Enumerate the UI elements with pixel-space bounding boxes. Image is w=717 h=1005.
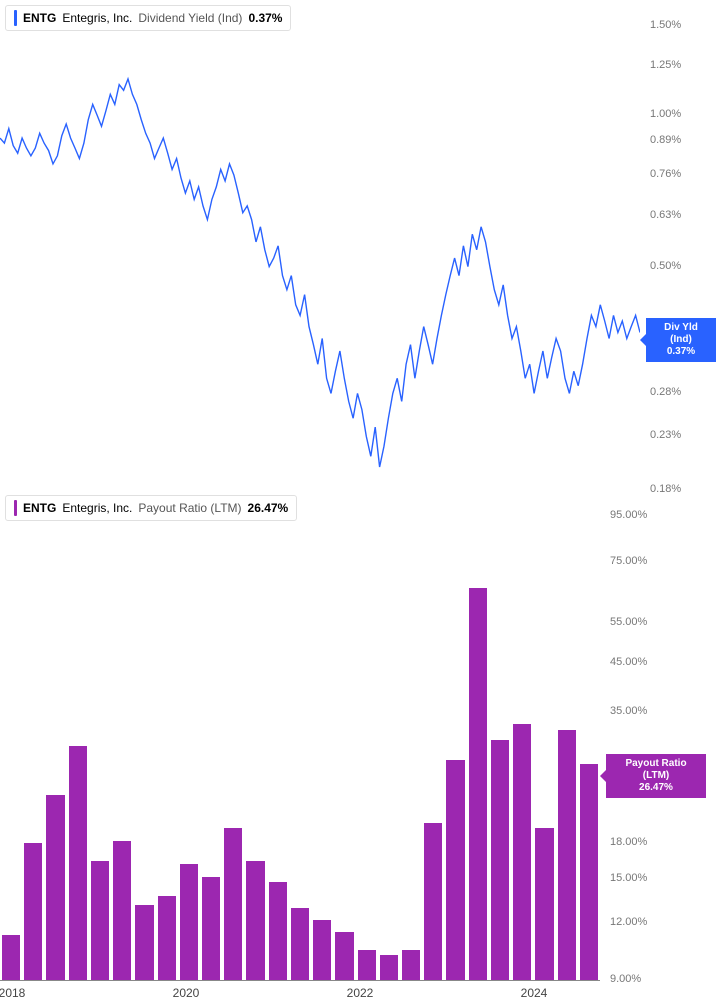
chart2-bar <box>246 861 264 980</box>
chart1-y-tick: 1.25% <box>650 59 681 71</box>
chart2-bar <box>402 950 420 980</box>
chart2-value: 26.47% <box>248 501 289 515</box>
chart1-indicator: Div Yld (Ind) 0.37% <box>646 318 716 362</box>
chart2-bar <box>558 730 576 980</box>
chart1-plot <box>0 0 640 490</box>
chart2-x-axis-line <box>0 980 600 981</box>
chart1-y-tick: 1.00% <box>650 108 681 120</box>
chart2-bar <box>335 932 353 980</box>
dividend-yield-chart: ENTG Entegris, Inc. Dividend Yield (Ind)… <box>0 0 717 490</box>
chart2-indicator-label: Payout Ratio (LTM) <box>614 758 698 782</box>
chart1-legend-bar <box>14 10 17 26</box>
chart2-bar <box>224 828 242 980</box>
chart2-metric: Payout Ratio (LTM) <box>138 501 241 515</box>
chart1-value: 0.37% <box>248 11 282 25</box>
chart1-y-tick: 0.76% <box>650 168 681 180</box>
chart1-y-tick: 1.50% <box>650 19 681 31</box>
chart2-bar <box>135 905 153 980</box>
chart2-y-tick: 9.00% <box>610 973 641 985</box>
chart2-bar <box>580 764 598 980</box>
chart1-y-tick: 0.28% <box>650 386 681 398</box>
chart2-x-tick: 2024 <box>521 986 548 1000</box>
chart2-bar <box>358 950 376 980</box>
chart2-bar <box>113 841 131 980</box>
chart2-y-tick: 12.00% <box>610 916 647 928</box>
chart2-y-tick: 55.00% <box>610 616 647 628</box>
chart2-y-tick: 95.00% <box>610 509 647 521</box>
chart2-bar <box>158 896 176 980</box>
chart2-legend: ENTG Entegris, Inc. Payout Ratio (LTM) 2… <box>5 495 297 521</box>
chart1-metric: Dividend Yield (Ind) <box>138 11 242 25</box>
chart2-bar <box>202 877 220 980</box>
chart2-bar <box>91 861 109 980</box>
chart1-indicator-label: Div Yld (Ind) <box>654 322 708 346</box>
chart1-legend: ENTG Entegris, Inc. Dividend Yield (Ind)… <box>5 5 291 31</box>
chart2-bar <box>469 588 487 980</box>
chart2-bar <box>69 746 87 980</box>
chart2-indicator-value: 26.47% <box>614 782 698 794</box>
chart2-legend-bar <box>14 500 17 516</box>
chart2-bar <box>380 955 398 980</box>
chart2-bar <box>491 740 509 980</box>
chart2-bar <box>46 795 64 980</box>
chart2-y-tick: 35.00% <box>610 705 647 717</box>
chart2-y-tick: 75.00% <box>610 555 647 567</box>
chart2-bar <box>180 864 198 980</box>
chart2-company: Entegris, Inc. <box>62 501 132 515</box>
chart2-bar <box>535 828 553 980</box>
payout-ratio-chart: ENTG Entegris, Inc. Payout Ratio (LTM) 2… <box>0 490 717 1005</box>
chart2-y-tick: 15.00% <box>610 872 647 884</box>
chart2-bar <box>2 935 20 980</box>
chart1-y-tick: 0.23% <box>650 429 681 441</box>
chart1-y-tick: 0.89% <box>650 134 681 146</box>
chart2-y-tick: 18.00% <box>610 836 647 848</box>
chart2-x-tick: 2022 <box>347 986 374 1000</box>
chart2-y-tick: 45.00% <box>610 656 647 668</box>
chart1-y-tick: 0.63% <box>650 209 681 221</box>
chart1-indicator-value: 0.37% <box>654 346 708 358</box>
chart2-bar <box>513 724 531 980</box>
chart1-ticker: ENTG <box>23 11 56 25</box>
chart2-bar <box>446 760 464 980</box>
chart2-ticker: ENTG <box>23 501 56 515</box>
chart1-company: Entegris, Inc. <box>62 11 132 25</box>
chart2-bars <box>0 490 600 980</box>
chart2-x-tick: 2020 <box>173 986 200 1000</box>
chart2-x-tick: 2018 <box>0 986 25 1000</box>
chart2-bar <box>24 843 42 980</box>
chart2-indicator: Payout Ratio (LTM) 26.47% <box>606 754 706 798</box>
chart2-bar <box>269 882 287 980</box>
chart2-bar <box>424 823 442 980</box>
chart2-bar <box>291 908 309 980</box>
chart2-bar <box>313 920 331 980</box>
chart1-y-tick: 0.50% <box>650 260 681 272</box>
